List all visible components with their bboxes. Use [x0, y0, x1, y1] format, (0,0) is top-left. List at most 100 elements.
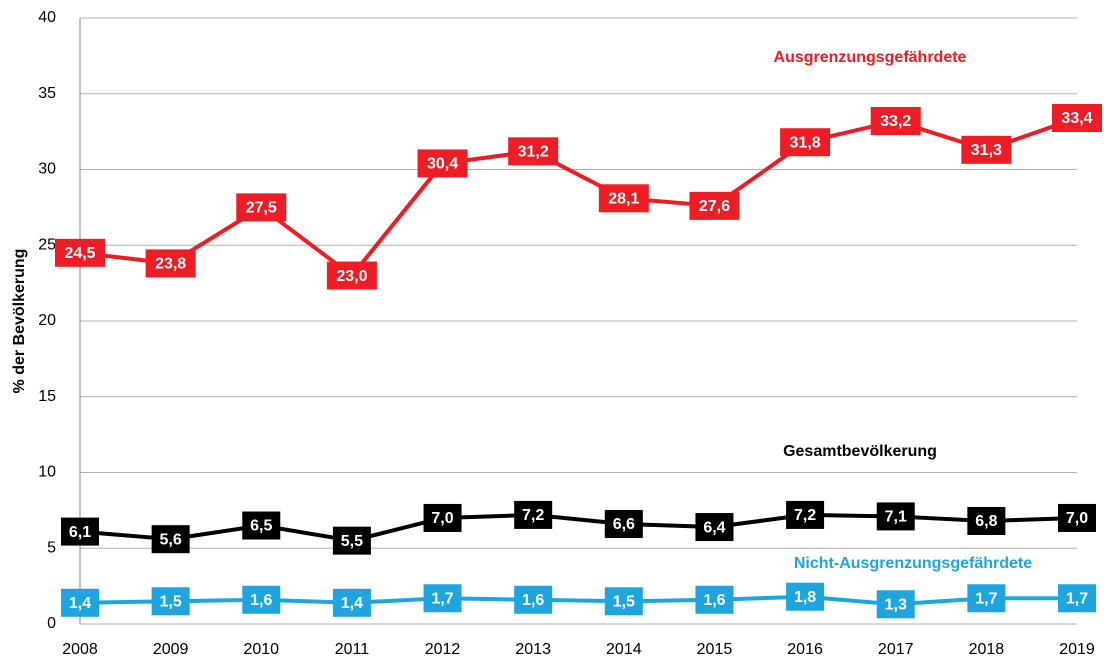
data-label-box [151, 587, 190, 616]
data-label: 1,4 [341, 595, 363, 612]
data-label: 5,6 [160, 531, 182, 548]
data-label: 7,0 [1066, 510, 1088, 527]
data-label: 1,6 [250, 592, 272, 609]
data-label: 31,8 [790, 134, 821, 151]
data-label: 28,1 [608, 191, 639, 208]
data-label-box [145, 249, 196, 278]
data-label: 23,0 [336, 268, 367, 285]
data-label-box [332, 588, 371, 617]
y-tick-label: 5 [47, 539, 56, 556]
data-label: 6,6 [613, 516, 635, 533]
data-label: 7,0 [431, 510, 453, 527]
data-label: 1,8 [794, 589, 816, 606]
data-label: 31,2 [518, 144, 549, 161]
x-tick-label: 2009 [153, 641, 189, 658]
data-label-box [236, 193, 287, 222]
data-label: 5,5 [341, 533, 363, 550]
x-tick-label: 2015 [697, 641, 733, 658]
data-label: 1,7 [431, 590, 453, 607]
y-tick-label: 30 [38, 161, 56, 178]
data-label-box [876, 590, 915, 619]
y-tick-label: 40 [38, 9, 56, 26]
data-label: 1,3 [885, 597, 907, 614]
data-label-box [695, 585, 734, 614]
data-label-box [786, 500, 825, 529]
x-tick-label: 2011 [335, 641, 370, 658]
data-label-box [423, 503, 462, 532]
y-tick-label: 15 [38, 388, 56, 405]
series-line [79, 594, 1077, 607]
x-tick-label: 2019 [1059, 641, 1095, 658]
data-label: 6,4 [703, 519, 725, 536]
data-label-box [604, 587, 643, 616]
series-line [79, 512, 1078, 543]
data-label-box [695, 513, 734, 542]
data-label-box [508, 137, 559, 166]
x-tick-label: 2014 [606, 641, 642, 658]
data-label-box [598, 184, 649, 213]
data-label-box [326, 261, 377, 290]
data-label-box [61, 517, 99, 546]
data-label-box [967, 506, 1006, 535]
data-label: 23,8 [155, 256, 186, 273]
data-label: 6,5 [250, 518, 272, 535]
data-label: 7,2 [794, 507, 816, 524]
series-line [79, 116, 1078, 278]
data-label-box [514, 500, 553, 529]
data-label: 1,5 [613, 593, 635, 610]
data-label-box [1058, 503, 1096, 532]
series-name: Ausgrenzungsgefährdete [774, 49, 967, 66]
data-label: 31,3 [971, 142, 1002, 159]
data-label-box [417, 149, 468, 178]
data-label-box [604, 510, 643, 539]
data-label-box [1052, 103, 1102, 132]
y-axis-label: % der Bevölkerung [11, 249, 28, 394]
y-tick-label: 10 [38, 464, 56, 481]
data-label: 30,4 [427, 156, 458, 173]
data-label-box [423, 584, 462, 613]
data-label: 33,4 [1061, 110, 1092, 127]
data-label-box [786, 582, 825, 611]
data-label-box [967, 584, 1006, 613]
data-label: 6,1 [69, 524, 91, 541]
x-tick-label: 2018 [969, 641, 1005, 658]
x-tick-label: 2008 [62, 641, 98, 658]
data-label: 6,8 [975, 513, 997, 530]
data-label: 1,7 [975, 590, 997, 607]
data-label: 1,5 [160, 593, 182, 610]
y-tick-label: 35 [38, 85, 56, 102]
data-label: 33,2 [880, 113, 911, 130]
data-label-box [514, 585, 553, 614]
data-label-box [151, 525, 190, 554]
data-label: 27,6 [699, 198, 730, 215]
series-name: Nicht-Ausgrenzungsgefährdete [794, 555, 1032, 572]
data-label-box [242, 511, 281, 540]
series-name: Gesamtbevölkerung [783, 443, 937, 460]
data-label-box [332, 526, 371, 555]
data-label: 24,5 [64, 245, 95, 262]
data-label-box [780, 128, 831, 157]
data-label-box [876, 502, 915, 531]
data-label: 1,6 [703, 592, 725, 609]
data-label: 1,7 [1066, 590, 1088, 607]
data-label: 7,1 [885, 509, 907, 526]
data-label-box [870, 107, 921, 136]
y-tick-label: 0 [47, 615, 56, 632]
x-tick-label: 2010 [243, 641, 279, 658]
y-tick-label: 20 [38, 312, 56, 329]
data-label-box [61, 588, 99, 617]
data-label: 27,5 [246, 200, 277, 217]
x-tick-label: 2013 [515, 641, 551, 658]
data-label-box [242, 585, 281, 614]
y-tick-label: 25 [38, 236, 56, 253]
data-label-box [55, 238, 105, 267]
data-label: 1,4 [69, 595, 91, 612]
data-label-box [1058, 584, 1096, 613]
data-label: 7,2 [522, 507, 544, 524]
data-label-box [689, 191, 740, 220]
data-label: 1,6 [522, 592, 544, 609]
x-tick-label: 2017 [878, 641, 914, 658]
data-label-box [961, 135, 1012, 164]
x-tick-label: 2012 [425, 641, 461, 658]
